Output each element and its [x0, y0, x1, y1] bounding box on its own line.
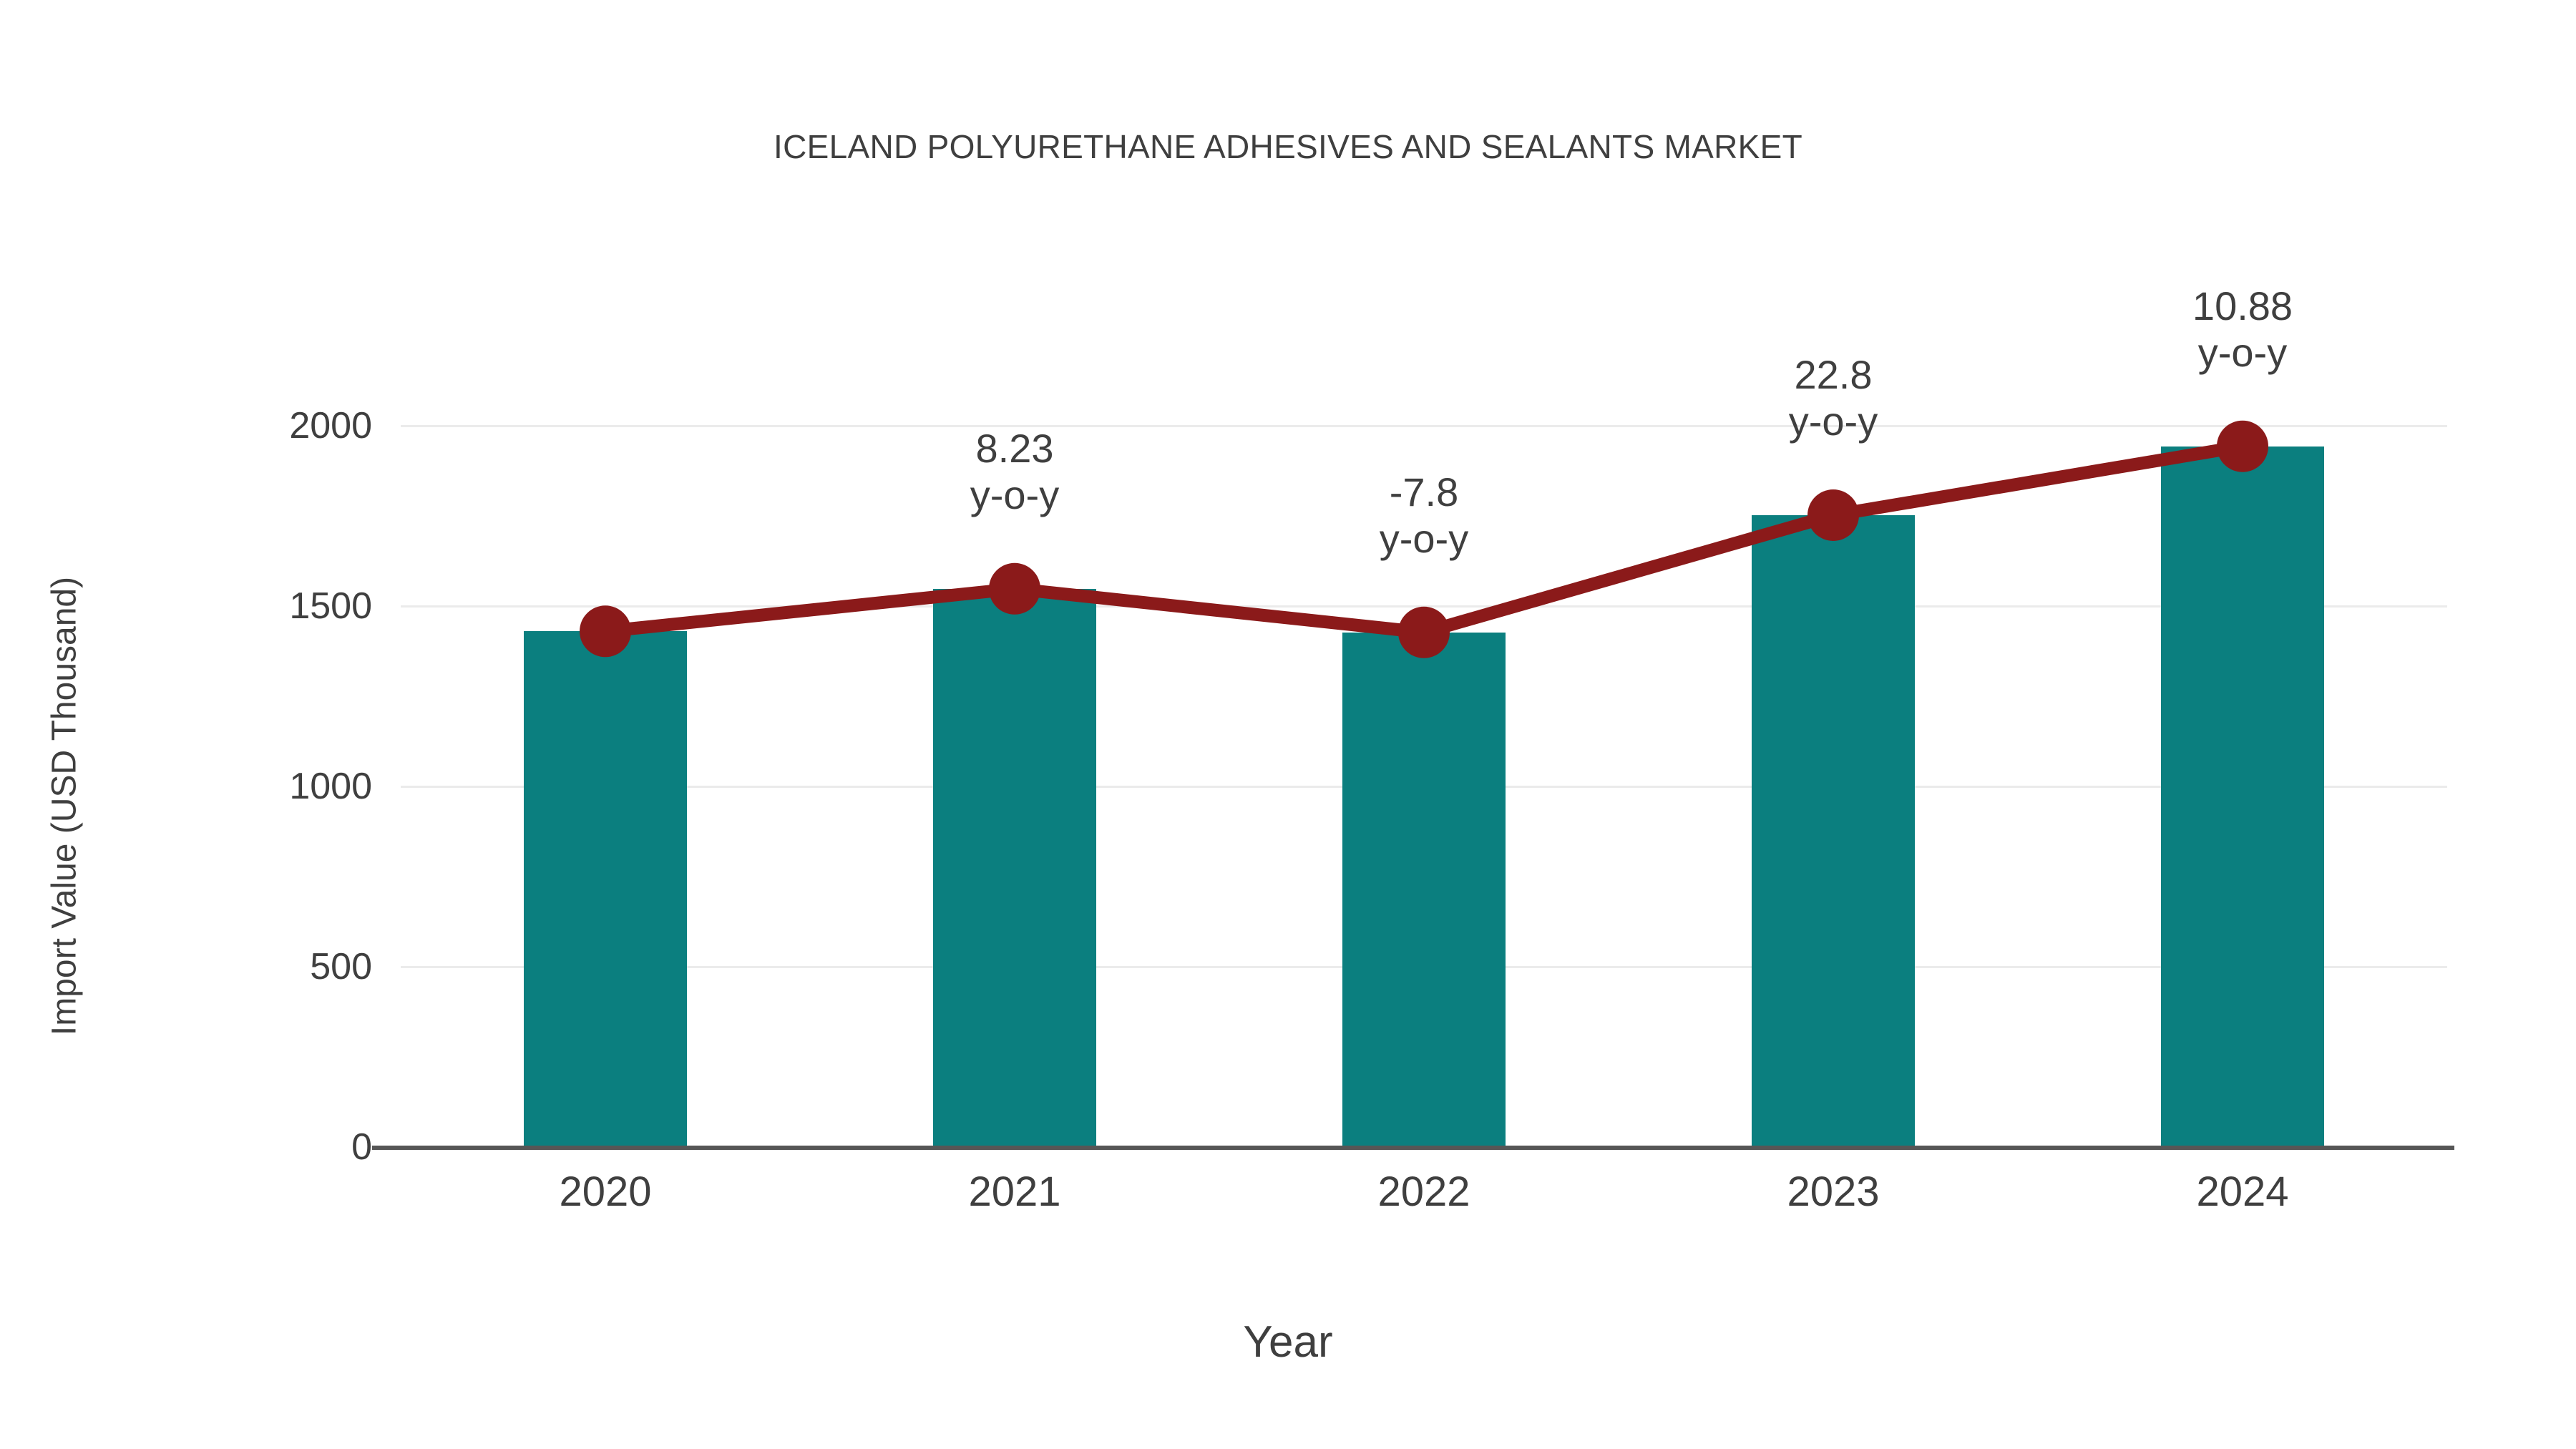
x-axis-tick-label-2023: 2023	[1787, 1169, 1880, 1215]
bar-2023[interactable]	[1752, 515, 1915, 1147]
growth-annotation-2022: -7.8 y-o-y	[1274, 469, 1574, 562]
y-axis-tick-labels: 0 500 1000 1500 2000	[172, 0, 372, 1449]
y-axis-tick-label: 0	[351, 1126, 372, 1168]
x-axis-tick-label-2022: 2022	[1377, 1169, 1470, 1215]
y-axis-tick-label: 1500	[289, 585, 372, 627]
growth-unit: y-o-y	[1379, 515, 1469, 561]
gridline	[401, 605, 2447, 608]
growth-annotation-2023: 22.8 y-o-y	[1683, 352, 1984, 445]
x-axis-tick-label-4: 2024	[2196, 1169, 2289, 1215]
bar-2021[interactable]	[933, 588, 1096, 1147]
growth-value: 22.8	[1794, 351, 1873, 397]
x-axis-tick-label-2021: 2021	[968, 1169, 1061, 1215]
growth-unit: y-o-y	[970, 472, 1060, 517]
y-axis-title: Import Value (USD Thousand)	[45, 576, 84, 1036]
growth-annotation-2021: 8.23 y-o-y	[864, 426, 1165, 519]
bar-2024[interactable]	[2161, 446, 2324, 1147]
bar-2022[interactable]	[1342, 632, 1506, 1147]
bar-2020[interactable]	[524, 631, 687, 1147]
y-axis-tick-label: 1000	[289, 766, 372, 807]
growth-value: -7.8	[1389, 469, 1459, 514]
growth-unit: y-o-y	[1788, 398, 1878, 444]
y-axis-tick-label: 2000	[289, 405, 372, 447]
gridline	[401, 425, 2447, 427]
growth-value: 8.23	[975, 425, 1054, 471]
x-axis-title: Year	[1243, 1317, 1333, 1367]
growth-value: 10.88	[2192, 283, 2293, 328]
y-axis-tick-label: 500	[310, 946, 372, 987]
growth-unit: y-o-y	[2197, 329, 2288, 375]
growth-annotation-2024: 10.88 y-o-y	[2092, 283, 2393, 376]
x-axis-tick-label-2020: 2020	[559, 1169, 652, 1215]
x-axis-line	[372, 1146, 2454, 1150]
chart-title: ICELAND POLYURETHANE ADHESIVES AND SEALA…	[774, 128, 1802, 165]
